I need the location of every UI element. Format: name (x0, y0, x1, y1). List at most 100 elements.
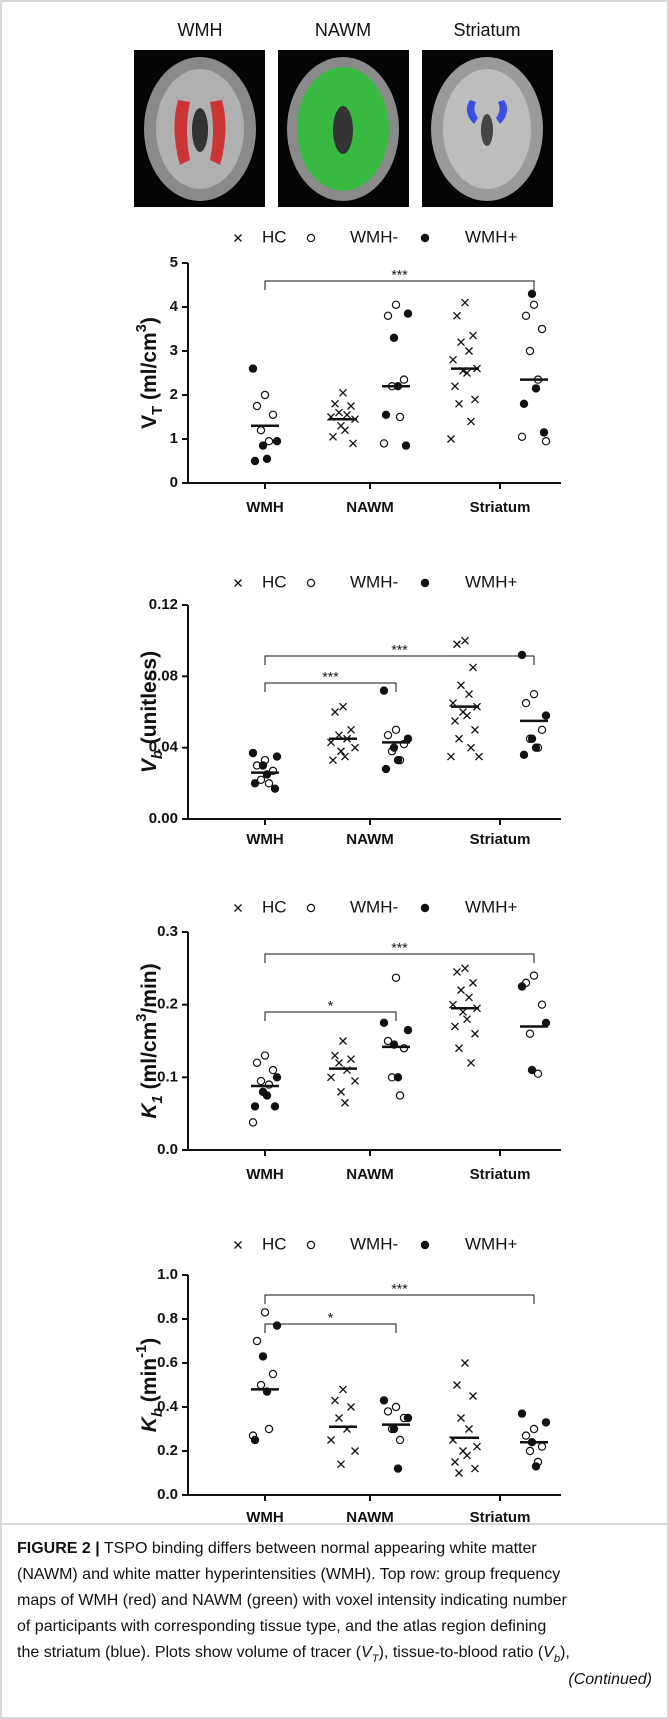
point-filled (273, 753, 280, 760)
caption-text: ), (560, 1644, 570, 1661)
point-cross (472, 726, 479, 733)
x-tick-label: WMH (246, 499, 284, 516)
point-open (269, 1370, 276, 1377)
point-open (530, 301, 537, 308)
point-open (257, 1077, 264, 1084)
point-cross (235, 580, 242, 587)
point-cross (452, 383, 459, 390)
point-filled (382, 411, 389, 418)
point-open (380, 440, 387, 447)
point-cross (235, 905, 242, 912)
point-open (265, 780, 272, 787)
point-open (518, 433, 525, 440)
point-cross (235, 235, 242, 242)
point-cross (470, 979, 477, 986)
point-filled (518, 1410, 525, 1417)
point-cross (342, 753, 349, 760)
point-filled (402, 442, 409, 449)
point-cross (458, 1415, 465, 1422)
significance-label: * (328, 998, 334, 1014)
panel-label: Striatum (453, 20, 520, 40)
point-filled (390, 334, 397, 341)
point-cross (336, 1415, 343, 1422)
figure: WMH NAWM Striatum HCWMH-WMH+012345WMHNAW… (0, 0, 669, 1719)
y-axis-label-part: 3 (134, 1014, 150, 1022)
point-cross (474, 1443, 481, 1450)
caption-line: of participants with corresponding tissu… (17, 1618, 546, 1635)
legend-label: HC (262, 227, 287, 246)
point-cross (472, 1465, 479, 1472)
point-cross (235, 1242, 242, 1249)
point-cross (470, 332, 477, 339)
point-cross (340, 389, 347, 396)
y-tick-label: 3 (170, 342, 178, 359)
point-cross (456, 1045, 463, 1052)
point-open (392, 974, 399, 981)
significance-label: *** (391, 267, 408, 283)
point-cross (332, 1397, 339, 1404)
point-open (538, 726, 545, 733)
caption-text: (NAWM) and white matter hyperintensities… (17, 1566, 560, 1583)
point-filled (273, 1322, 280, 1329)
point-cross (336, 409, 343, 416)
x-tick-label: WMH (246, 1166, 284, 1183)
x-tick-label: NAWM (346, 499, 394, 516)
point-open (542, 438, 549, 445)
point-cross (336, 1059, 343, 1066)
point-cross (352, 744, 359, 751)
point-cross (348, 726, 355, 733)
point-filled (532, 1463, 539, 1470)
caption-line: FIGURE 2 | TSPO binding differs between … (17, 1540, 537, 1557)
point-cross (458, 682, 465, 689)
point-cross (456, 400, 463, 407)
point-filled (259, 1353, 266, 1360)
point-cross (340, 1038, 347, 1045)
point-filled (404, 1027, 411, 1034)
point-filled (380, 687, 387, 694)
point-cross (462, 965, 469, 972)
point-filled (542, 1419, 549, 1426)
legend-label: HC (262, 572, 287, 591)
point-filled (528, 735, 535, 742)
y-axis-label-part: -1 (134, 1345, 150, 1358)
brain-image-striatum (422, 50, 553, 207)
point-cross (448, 436, 455, 443)
point-filled (273, 438, 280, 445)
point-filled (382, 765, 389, 772)
y-axis-label-part: T (150, 406, 166, 415)
x-tick-label: Striatum (470, 831, 531, 848)
y-tick-label: 0.00 (149, 810, 178, 827)
panel-label: WMH (178, 20, 223, 40)
point-open (257, 1381, 264, 1388)
point-open (307, 234, 314, 241)
legend-label: HC (262, 897, 287, 916)
point-filled (520, 400, 527, 407)
point-cross (476, 753, 483, 760)
point-filled (540, 429, 547, 436)
point-cross (456, 735, 463, 742)
point-filled (271, 785, 278, 792)
point-cross (340, 1386, 347, 1393)
legend-label: WMH- (350, 572, 398, 591)
point-cross (466, 348, 473, 355)
point-cross (468, 418, 475, 425)
point-open (249, 1119, 256, 1126)
x-tick-label: WMH (246, 831, 284, 848)
x-tick-label: NAWM (346, 1166, 394, 1183)
point-open (396, 1092, 403, 1099)
point-filled (394, 757, 401, 764)
point-open (522, 1432, 529, 1439)
y-axis-label-part: b (150, 1408, 166, 1417)
point-filled (259, 442, 266, 449)
y-axis-label-part: ) (138, 317, 161, 324)
figure-border (1, 1, 668, 1718)
point-cross (330, 433, 337, 440)
caption-line: (NAWM) and white matter hyperintensities… (17, 1566, 560, 1583)
legend-label: WMH+ (465, 1234, 517, 1253)
point-cross (338, 748, 345, 755)
x-tick-label: NAWM (346, 831, 394, 848)
point-open (392, 301, 399, 308)
caption-text: maps of WMH (red) and NAWM (green) with … (17, 1592, 567, 1609)
point-open (526, 347, 533, 354)
caption-text: the striatum (blue). Plots show volume o… (17, 1644, 362, 1661)
